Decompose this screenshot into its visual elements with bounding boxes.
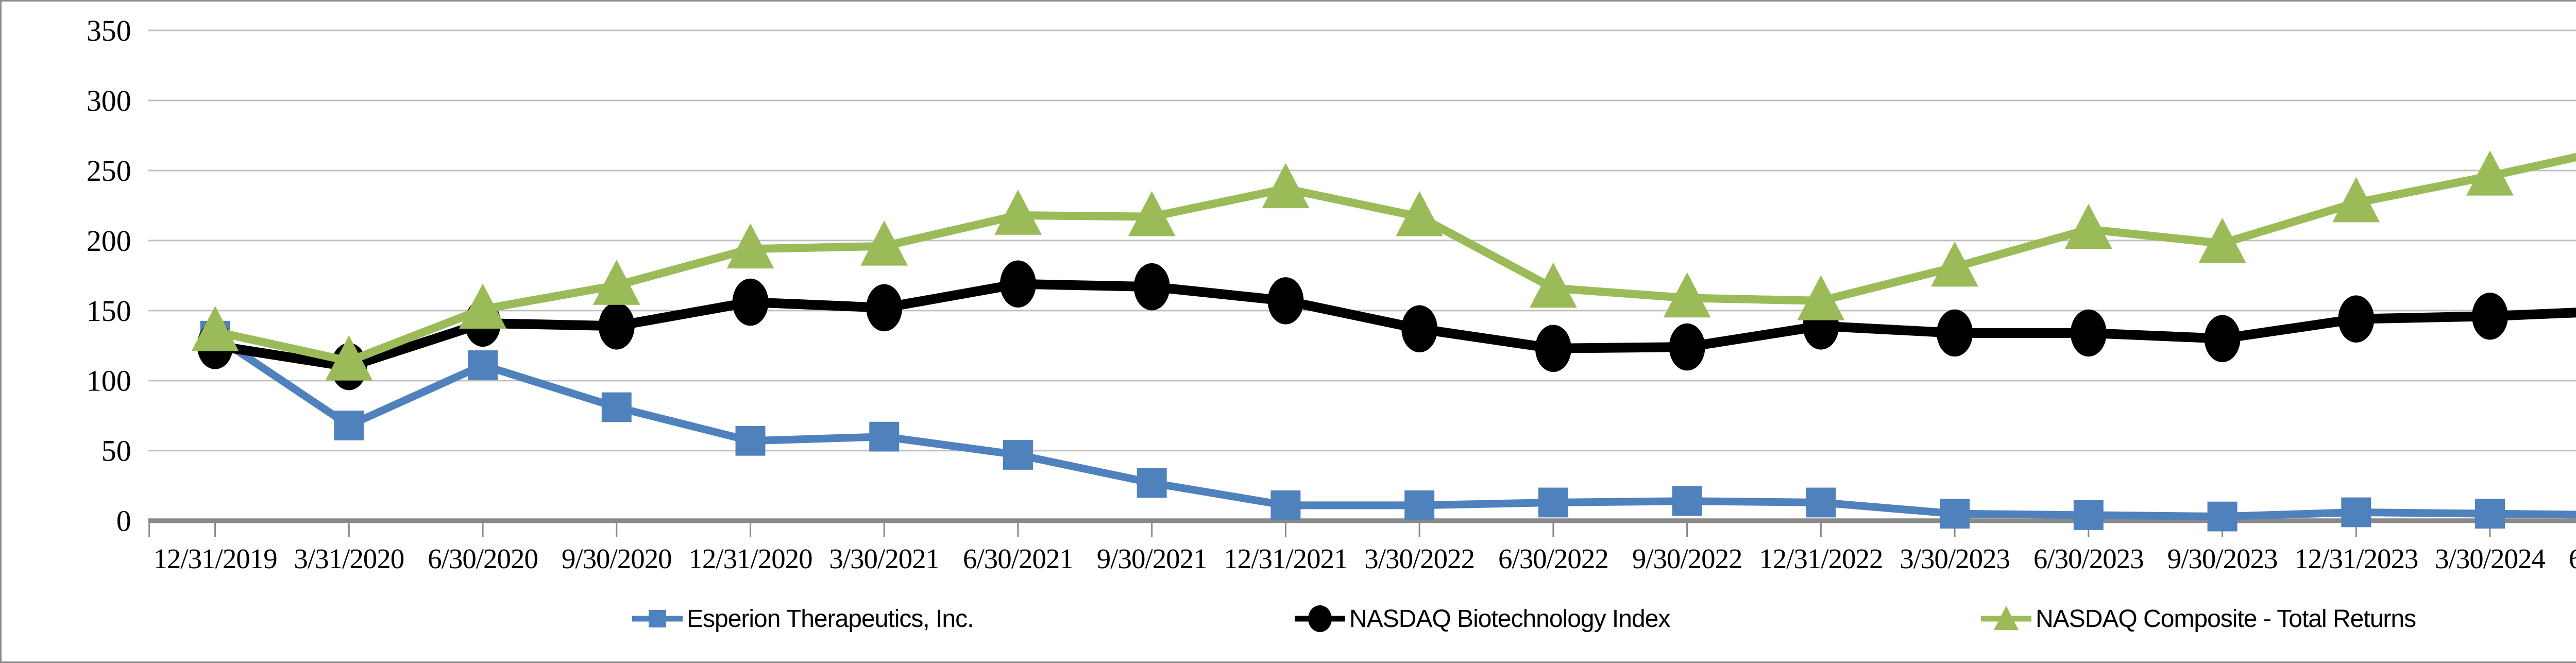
series-marker-nasdaq-composite-total-returns-2 [459,283,506,329]
legend-marker-glyph [1295,605,1345,632]
y-axis-label-50: 50 [101,434,131,468]
series-marker-esperion-therapeutics-5 [869,421,900,452]
series-marker-esperion-therapeutics-17 [2475,499,2505,529]
series-marker-nasdaq-composite-total-returns-13 [1931,241,1979,287]
x-axis-label-5: 3/30/2021 [829,543,939,574]
x-axis-label-12: 12/31/2022 [1759,543,1883,574]
legend-item-esperion-therapeutics: Esperion Therapeutics, Inc. [631,603,974,634]
series-marker-nasdaq-biotechnology-index-6 [999,260,1036,308]
series-marker-nasdaq-composite-total-returns-15 [2198,217,2246,263]
series-marker-esperion-therapeutics-4 [735,426,766,456]
series-marker-esperion-therapeutics-14 [2073,500,2104,530]
series-marker-nasdaq-composite-total-returns-8 [1262,163,1310,209]
series-marker-nasdaq-biotechnology-index-7 [1133,263,1170,311]
x-axis-label-8: 12/31/2021 [1224,543,1347,574]
series-marker-nasdaq-biotechnology-index-16 [2338,295,2375,343]
legend-item-nasdaq-biotechnology-index: NASDAQ Biotechnology Index [1294,603,1670,634]
series-marker-nasdaq-composite-total-returns-11 [1663,272,1711,318]
legend-label: NASDAQ Composite - Total Returns [2036,605,2416,633]
series-marker-nasdaq-biotechnology-index-13 [1937,309,1973,357]
series-marker-nasdaq-biotechnology-index-11 [1669,323,1705,371]
series-marker-nasdaq-composite-total-returns-16 [2332,177,2380,223]
legend-marker-glyph [1981,606,2031,630]
series-marker-nasdaq-composite-total-returns-7 [1128,191,1176,236]
series-marker-nasdaq-composite-total-returns-0 [191,305,239,351]
series-marker-esperion-therapeutics-10 [1538,487,1568,518]
y-axis-label-150: 150 [87,294,131,328]
series-marker-nasdaq-composite-total-returns-10 [1529,262,1577,308]
nasdaq-composite-series-marker-icon [1980,604,2032,634]
series-marker-esperion-therapeutics-3 [601,392,632,422]
series-marker-esperion-therapeutics-9 [1404,490,1435,520]
x-axis-label-17: 3/30/2024 [2435,543,2545,574]
y-axis-label-250: 250 [87,154,131,188]
x-axis-label-16: 12/31/2023 [2294,543,2418,574]
x-axis-label-15: 9/30/2023 [2167,543,2278,574]
x-axis-label-11: 9/30/2022 [1632,543,1742,574]
series-marker-nasdaq-biotechnology-index-3 [598,302,635,350]
x-axis-label-14: 6/30/2023 [2033,543,2144,574]
series-marker-nasdaq-biotechnology-index-15 [2204,315,2241,363]
series-marker-nasdaq-composite-total-returns-5 [860,220,908,266]
series-marker-nasdaq-composite-total-returns-14 [2064,203,2112,249]
series-marker-esperion-therapeutics-2 [468,350,498,380]
series-marker-esperion-therapeutics-6 [1003,440,1033,470]
legend-label: Esperion Therapeutics, Inc. [687,605,974,633]
x-axis-label-13: 3/30/2023 [1900,543,2010,574]
legend-marker-glyph [632,610,683,627]
x-axis-label-9: 3/30/2022 [1364,543,1475,574]
series-marker-esperion-therapeutics-16 [2341,497,2371,528]
series-line-esperion-therapeutics [213,332,2576,521]
series-marker-nasdaq-composite-total-returns-17 [2466,150,2514,196]
series-marker-esperion-therapeutics-12 [1806,487,1836,518]
legend-label: NASDAQ Biotechnology Index [1349,605,1670,633]
nasdaq-biotech-series-marker-icon [1294,604,1346,634]
series-marker-nasdaq-biotechnology-index-8 [1267,277,1304,325]
series-marker-nasdaq-biotechnology-index-17 [2472,292,2508,340]
x-axis-label-2: 6/30/2020 [428,543,538,574]
x-axis-label-0: 12/31/2019 [153,543,277,574]
series-marker-nasdaq-biotechnology-index-14 [2070,309,2107,357]
y-axis-label-0: 0 [116,504,131,538]
x-axis-label-10: 6/30/2022 [1498,543,1608,574]
y-axis-label-300: 300 [87,84,131,117]
series-marker-esperion-therapeutics-11 [1672,486,1702,516]
series-marker-esperion-therapeutics-13 [1940,499,1970,529]
x-axis-label-1: 3/31/2020 [294,543,404,574]
series-marker-nasdaq-biotechnology-index-4 [732,278,769,326]
series-marker-esperion-therapeutics-1 [334,411,364,440]
x-axis-label-4: 12/31/2020 [688,543,812,574]
series-marker-nasdaq-composite-total-returns-12 [1797,275,1845,320]
y-axis-label-200: 200 [87,224,131,258]
x-axis-label-18: 6/30/2024 [2569,543,2576,574]
y-axis-label-100: 100 [87,364,131,398]
chart-legend: Esperion Therapeutics, Inc. NASDAQ Biote… [2,603,2576,636]
x-axis-label-3: 9/30/2020 [562,543,672,574]
series-marker-nasdaq-composite-total-returns-1 [325,335,373,381]
y-axis-label-350: 350 [87,14,131,47]
series-marker-nasdaq-composite-total-returns-3 [592,260,640,305]
series-marker-esperion-therapeutics-8 [1270,490,1301,520]
series-marker-nasdaq-biotechnology-index-5 [866,284,903,332]
x-axis-label-6: 6/30/2021 [963,543,1073,574]
series-marker-nasdaq-composite-total-returns-6 [994,190,1042,235]
series-marker-esperion-therapeutics-15 [2207,501,2238,532]
series-marker-nasdaq-composite-total-returns-9 [1396,191,1444,236]
series-marker-nasdaq-biotechnology-index-9 [1401,305,1438,353]
series-marker-esperion-therapeutics-7 [1137,468,1167,498]
series-marker-nasdaq-composite-total-returns-4 [726,223,774,269]
series-marker-nasdaq-biotechnology-index-10 [1535,325,1571,372]
legend-item-nasdaq-composite-total-returns: NASDAQ Composite - Total Returns [1980,603,2416,634]
x-axis-label-7: 9/30/2021 [1097,543,1207,574]
esperion-series-marker-icon [631,604,684,634]
